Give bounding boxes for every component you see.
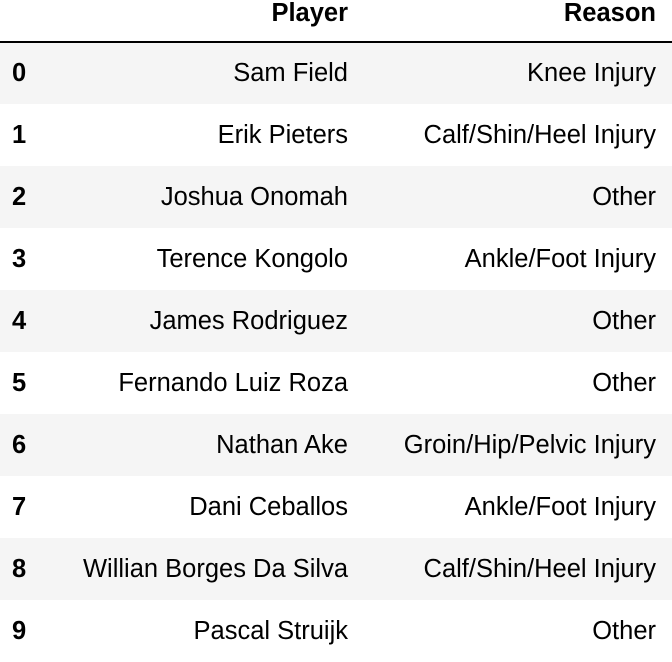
player-cell: Sam Field [233, 59, 348, 87]
player-cell: James Rodriguez [149, 306, 348, 335]
row-index: 9 [12, 616, 27, 645]
table-row: 4 James Rodriguez Other [0, 290, 672, 352]
reason-cell: Calf/Shin/Heel Injury [423, 120, 656, 149]
table-row: 3 Terence Kongolo Ankle/Foot Injury [0, 228, 672, 290]
table-body: 0 Sam Field Knee Injury 1 Erik Pieters C… [0, 42, 672, 662]
row-index: 0 [12, 59, 27, 87]
reason-cell: Other [592, 616, 656, 645]
row-index: 7 [12, 492, 27, 521]
table-row: 5 Fernando Luiz Roza Other [0, 352, 672, 414]
reason-cell: Other [592, 368, 656, 397]
row-index: 5 [12, 368, 27, 397]
row-index: 4 [12, 306, 27, 335]
player-cell: Willian Borges Da Silva [82, 554, 348, 583]
column-header-player: Player [60, 0, 364, 43]
table-row: 0 Sam Field Knee Injury [0, 42, 672, 104]
index-header [0, 0, 60, 43]
table-row: 7 Dani Ceballos Ankle/Foot Injury [0, 476, 672, 538]
table-row: 2 Joshua Onomah Other [0, 166, 672, 228]
player-cell: Fernando Luiz Roza [118, 368, 348, 397]
reason-cell: Calf/Shin/Heel Injury [423, 554, 656, 583]
row-index: 1 [12, 120, 27, 149]
player-cell: Nathan Ake [216, 430, 348, 459]
row-index: 2 [12, 182, 27, 211]
reason-cell: Ankle/Foot Injury [464, 492, 656, 521]
player-cell: Joshua Onomah [160, 182, 348, 211]
table-header: Player Reason [0, 0, 672, 43]
table-row: 8 Willian Borges Da Silva Calf/Shin/Heel… [0, 538, 672, 600]
reason-cell: Groin/Hip/Pelvic Injury [403, 430, 656, 459]
row-index: 8 [12, 554, 27, 583]
row-index: 3 [12, 244, 27, 273]
reason-cell: Other [592, 306, 656, 335]
reason-cell: Other [592, 182, 656, 211]
table-row: 1 Erik Pieters Calf/Shin/Heel Injury [0, 104, 672, 166]
player-cell: Erik Pieters [217, 120, 348, 149]
reason-cell: Knee Injury [527, 59, 656, 87]
player-cell: Dani Ceballos [189, 492, 348, 521]
column-header-reason: Reason [364, 0, 672, 43]
row-index: 6 [12, 430, 27, 459]
player-cell: Terence Kongolo [156, 244, 348, 273]
header-row: Player Reason [0, 0, 672, 43]
reason-cell: Ankle/Foot Injury [464, 244, 656, 273]
table-row: 9 Pascal Struijk Other [0, 600, 672, 662]
table-row: 6 Nathan Ake Groin/Hip/Pelvic Injury [0, 414, 672, 476]
player-cell: Pascal Struijk [193, 616, 348, 645]
